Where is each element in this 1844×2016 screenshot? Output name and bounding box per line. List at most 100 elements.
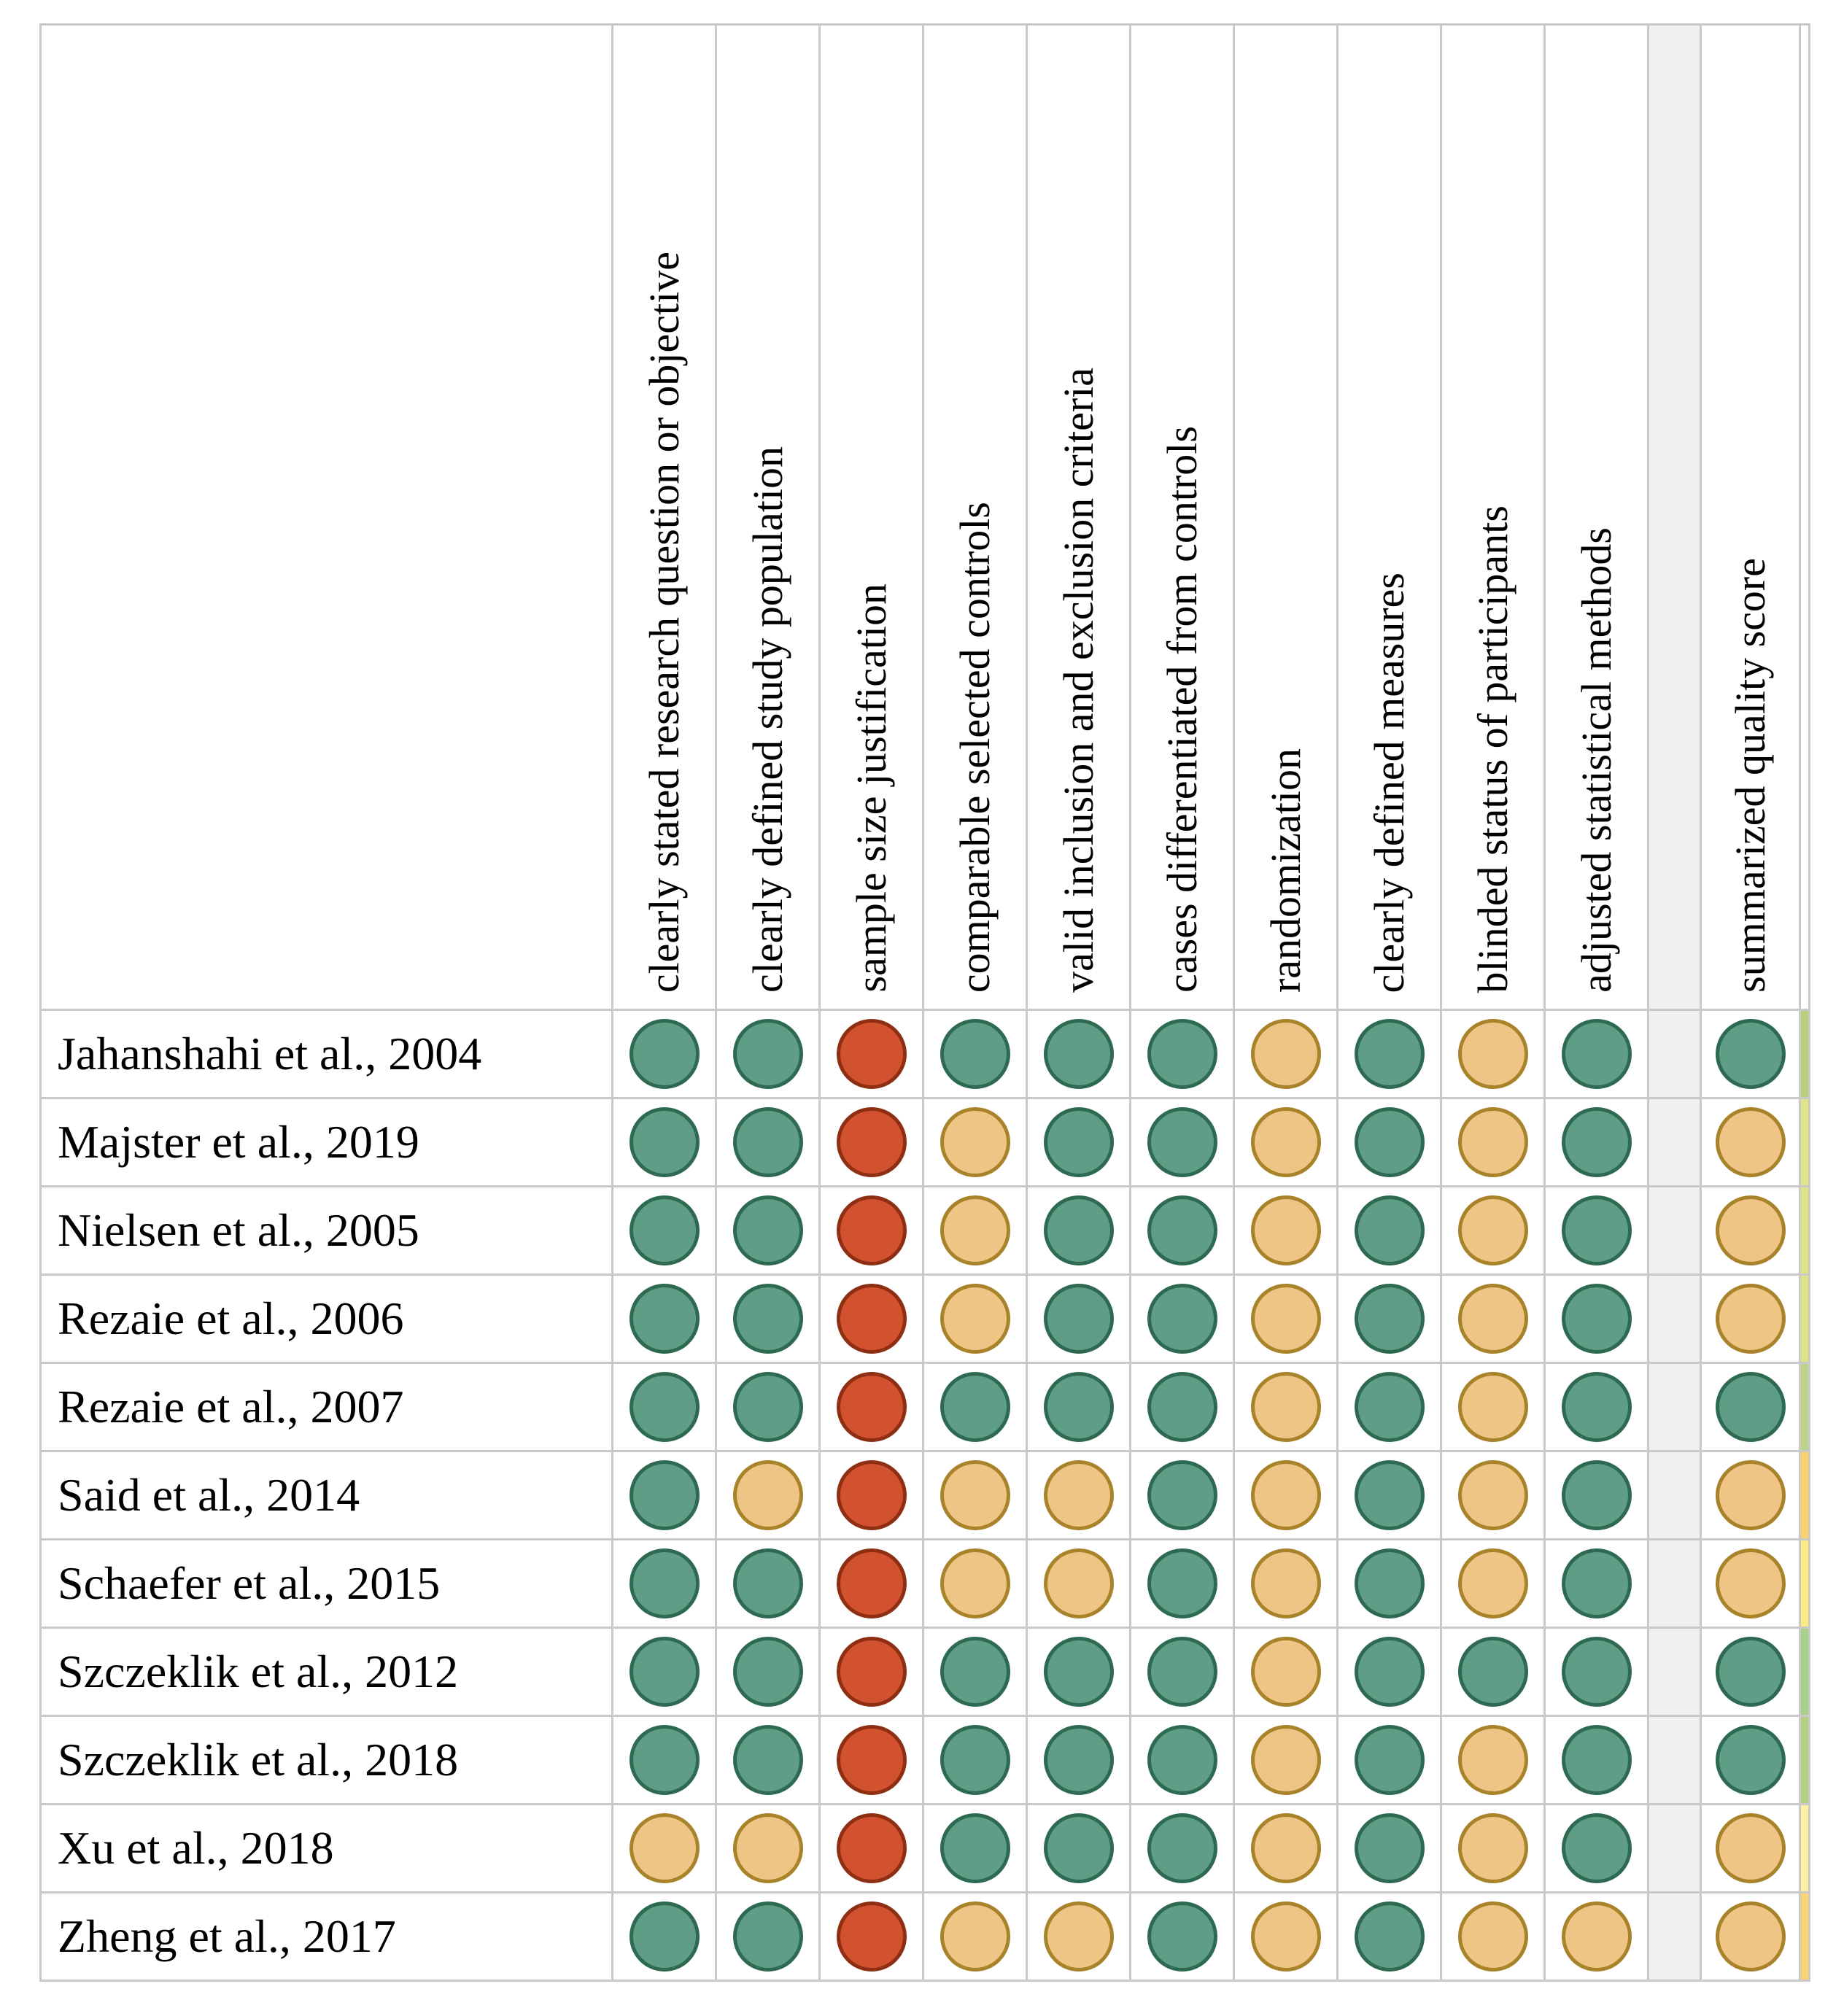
summary-score-cell bbox=[1702, 1805, 1799, 1891]
rating-cell bbox=[1546, 1717, 1647, 1803]
rating-circle-yellow bbox=[1457, 1019, 1528, 1089]
rating-circle-green bbox=[1354, 1107, 1425, 1177]
spacer-cell bbox=[1649, 1805, 1700, 1891]
rating-cell bbox=[1442, 1187, 1543, 1273]
rating-circle-green bbox=[1354, 1460, 1425, 1530]
rating-cell bbox=[1442, 1893, 1543, 1980]
spacer-cell bbox=[1649, 1629, 1700, 1715]
rating-cell bbox=[613, 1805, 715, 1891]
spacer-cell bbox=[1649, 1364, 1700, 1450]
rating-cell bbox=[1235, 1717, 1336, 1803]
rating-circle-green bbox=[1354, 1195, 1425, 1265]
criterion-header: comparable selected controls bbox=[924, 26, 1026, 1009]
rating-circle-yellow bbox=[1250, 1725, 1321, 1795]
rating-circle-green bbox=[732, 1637, 803, 1707]
score-scale-sliver bbox=[1801, 1893, 1808, 1980]
rating-cell bbox=[1339, 1540, 1440, 1627]
spacer-cell bbox=[1649, 1011, 1700, 1097]
criterion-header-label: clearly stated research question or obje… bbox=[640, 251, 688, 993]
rating-cell bbox=[1339, 1187, 1440, 1273]
rating-circle-green bbox=[940, 1019, 1010, 1089]
rating-cell bbox=[1131, 1893, 1233, 1980]
rating-cell bbox=[613, 1187, 715, 1273]
rating-circle-green bbox=[1561, 1637, 1632, 1707]
rating-circle-red bbox=[836, 1195, 907, 1265]
summary-circle-yellow bbox=[1715, 1460, 1786, 1530]
summary-score-cell bbox=[1702, 1452, 1799, 1538]
summary-score-cell bbox=[1702, 1276, 1799, 1362]
rating-cell bbox=[821, 1452, 922, 1538]
rating-cell bbox=[1235, 1276, 1336, 1362]
rating-circle-green bbox=[940, 1725, 1010, 1795]
rating-circle-green bbox=[1147, 1019, 1217, 1089]
rating-cell bbox=[924, 1187, 1026, 1273]
rating-circle-yellow bbox=[940, 1460, 1010, 1530]
summary-circle-yellow bbox=[1715, 1107, 1786, 1177]
rating-circle-yellow bbox=[1250, 1195, 1321, 1265]
rating-circle-green bbox=[629, 1372, 700, 1442]
rating-circle-green bbox=[732, 1725, 803, 1795]
rating-circle-yellow bbox=[1250, 1548, 1321, 1618]
rating-circle-green bbox=[1561, 1725, 1632, 1795]
study-label: Said et al., 2014 bbox=[42, 1452, 611, 1538]
header-scale-sliver bbox=[1801, 26, 1808, 1009]
rating-cell bbox=[1546, 1011, 1647, 1097]
criterion-header: adjusted statistical methods bbox=[1546, 26, 1647, 1009]
rating-circle-yellow bbox=[1457, 1548, 1528, 1618]
rating-cell bbox=[1339, 1717, 1440, 1803]
rating-circle-green bbox=[629, 1548, 700, 1618]
rating-cell bbox=[1131, 1452, 1233, 1538]
score-scale-sliver bbox=[1801, 1805, 1808, 1891]
rating-circle-green bbox=[629, 1019, 700, 1089]
rating-cell bbox=[821, 1099, 922, 1185]
spacer-cell bbox=[1649, 1452, 1700, 1538]
rating-circle-green bbox=[1561, 1019, 1632, 1089]
rating-circle-red bbox=[836, 1019, 907, 1089]
rating-cell bbox=[1131, 1364, 1233, 1450]
rating-circle-green bbox=[1354, 1548, 1425, 1618]
rating-cell bbox=[1131, 1717, 1233, 1803]
rating-cell bbox=[1442, 1011, 1543, 1097]
criterion-header-label: sample size justification bbox=[847, 584, 895, 993]
study-label: Majster et al., 2019 bbox=[42, 1099, 611, 1185]
rating-circle-green bbox=[1354, 1901, 1425, 1972]
score-scale-sliver bbox=[1801, 1452, 1808, 1538]
rating-cell bbox=[1131, 1011, 1233, 1097]
rating-circle-green bbox=[629, 1725, 700, 1795]
rating-cell bbox=[717, 1276, 818, 1362]
rating-cell bbox=[1339, 1011, 1440, 1097]
rating-circle-yellow bbox=[1457, 1107, 1528, 1177]
rating-cell bbox=[613, 1099, 715, 1185]
rating-cell bbox=[1235, 1364, 1336, 1450]
rating-cell bbox=[1546, 1540, 1647, 1627]
header-spacer-column bbox=[1649, 26, 1700, 1009]
study-label: Szczeklik et al., 2012 bbox=[42, 1629, 611, 1715]
rating-cell bbox=[924, 1717, 1026, 1803]
rating-cell bbox=[1339, 1276, 1440, 1362]
rating-circle-green bbox=[1147, 1107, 1217, 1177]
criterion-header: randomization bbox=[1235, 26, 1336, 1009]
rating-cell bbox=[1546, 1187, 1647, 1273]
rating-cell bbox=[924, 1099, 1026, 1185]
rating-circle-green bbox=[1457, 1637, 1528, 1707]
rating-cell bbox=[924, 1011, 1026, 1097]
rating-circle-yellow bbox=[1250, 1284, 1321, 1354]
rating-circle-red bbox=[836, 1901, 907, 1972]
criterion-header-label: adjusted statistical methods bbox=[1572, 527, 1620, 993]
rating-cell bbox=[613, 1717, 715, 1803]
rating-cell bbox=[1235, 1893, 1336, 1980]
rating-cell bbox=[613, 1011, 715, 1097]
rating-cell bbox=[717, 1540, 818, 1627]
rating-circle-red bbox=[836, 1725, 907, 1795]
summary-score-cell bbox=[1702, 1364, 1799, 1450]
rating-circle-green bbox=[1043, 1107, 1114, 1177]
rating-cell bbox=[1339, 1099, 1440, 1185]
rating-circle-green bbox=[940, 1372, 1010, 1442]
rating-cell bbox=[924, 1629, 1026, 1715]
rating-cell bbox=[821, 1364, 922, 1450]
rating-cell bbox=[1028, 1717, 1129, 1803]
rating-circle-green bbox=[940, 1813, 1010, 1883]
rating-cell bbox=[1546, 1099, 1647, 1185]
criterion-header: valid inclusion and exclusion criteria bbox=[1028, 26, 1129, 1009]
